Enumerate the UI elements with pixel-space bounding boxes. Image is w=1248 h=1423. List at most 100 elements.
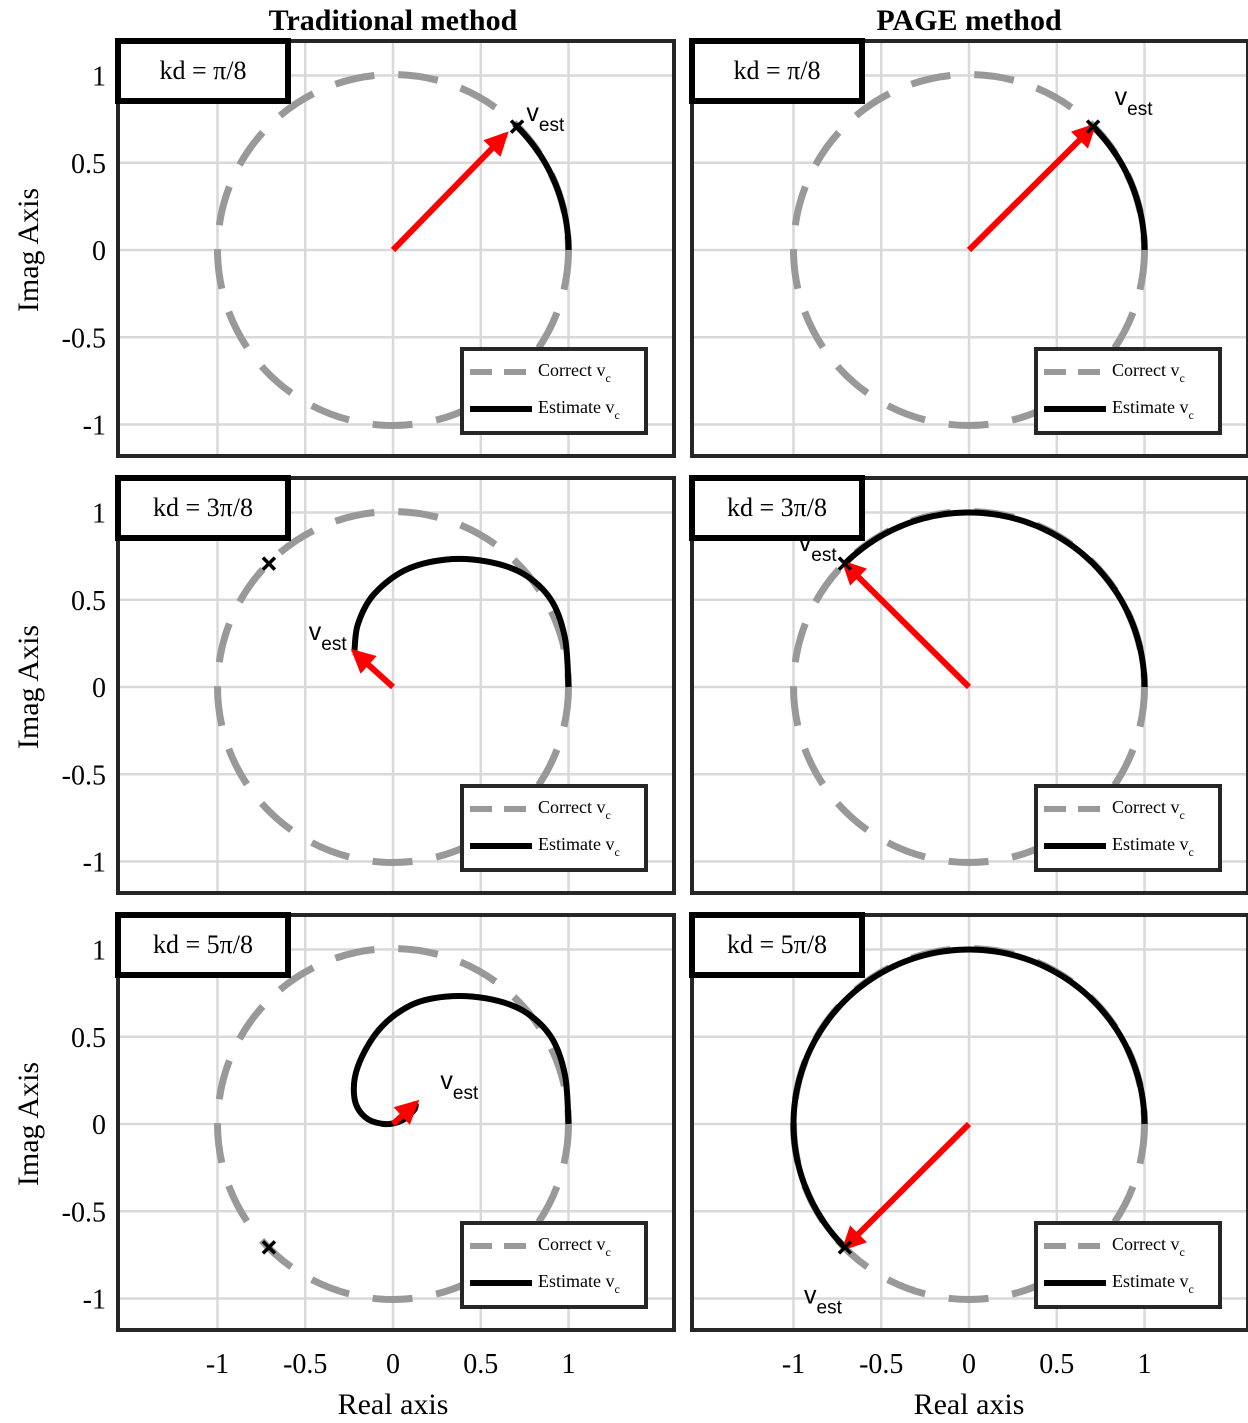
x-tick-label: 0.5 — [463, 1349, 498, 1380]
estimate-vc-curve — [842, 509, 1148, 688]
plot-area: vest — [214, 71, 572, 429]
x-tick-label: -1 — [206, 1349, 229, 1380]
kd-annotation-box — [115, 475, 291, 541]
estimate-vector-arrow — [390, 131, 509, 253]
xlabel-right: Real axis — [914, 1388, 1025, 1421]
vest-marker — [261, 1240, 277, 1255]
estimate-vector-arrow — [966, 123, 1097, 253]
y-tick-label: 0 — [92, 1110, 106, 1141]
ylabel-row-3: Imag Axis — [12, 1062, 45, 1186]
vest-marker — [509, 119, 525, 134]
vest-label: vest — [804, 1282, 843, 1319]
vest-marker — [837, 1240, 853, 1255]
y-tick-label: -1 — [83, 1285, 106, 1316]
y-tick-label: 0 — [92, 236, 106, 267]
kd-annotation-label: kd = 3π/8 — [727, 493, 827, 522]
estimate-vc-curve — [1090, 124, 1148, 251]
legend-box — [1034, 347, 1222, 435]
kd-annotation-box — [689, 475, 865, 541]
axes-frame — [116, 913, 676, 1332]
ylabel-row-2: Imag Axis — [12, 625, 45, 749]
estimate-vc-curve — [350, 993, 572, 1128]
estimate-vc-curve — [512, 122, 572, 251]
y-tick-label: 0.5 — [71, 1023, 106, 1054]
legend-box — [460, 784, 648, 872]
y-tick-label: -0.5 — [62, 760, 106, 791]
kd-annotation-box — [115, 38, 291, 104]
y-tick-label: -1 — [83, 848, 106, 879]
x-tick-label: -1 — [782, 1349, 805, 1380]
vest-marker — [1085, 119, 1101, 134]
grid-lines — [118, 478, 674, 893]
kd-annotation-box — [689, 912, 865, 978]
kd-annotation: kd = 3π/8 — [115, 475, 291, 541]
vest-label: vest — [1115, 83, 1154, 120]
x-tick-label: 0 — [962, 1349, 976, 1380]
estimate-vector-arrow — [390, 1099, 420, 1127]
axes-frame — [690, 476, 1248, 895]
vest-label: vest — [440, 1067, 479, 1104]
legend-box — [1034, 1221, 1222, 1309]
y-tick-label: 0.5 — [71, 586, 106, 617]
x-tick-label: -0.5 — [283, 1349, 327, 1380]
vest-marker — [837, 556, 853, 571]
kd-annotation-label: kd = 3π/8 — [153, 493, 253, 522]
estimate-vc-curve — [351, 555, 572, 688]
y-tick-label: 1 — [92, 62, 106, 93]
plot-area: vest — [790, 71, 1154, 429]
y-tick-label: -0.5 — [62, 1197, 106, 1228]
y-tick-label: 0 — [92, 673, 106, 704]
x-tick-label: 0 — [386, 1349, 400, 1380]
x-tick-label: 1 — [1138, 1349, 1152, 1380]
estimate-vc-curve — [790, 946, 1148, 1250]
estimate-vector-arrow — [841, 560, 972, 690]
kd-annotation: kd = 5π/8 — [689, 912, 865, 978]
kd-annotation: kd = π/8 — [689, 38, 865, 104]
xlabel-left: Real axis — [338, 1388, 449, 1421]
axes-frame — [690, 39, 1248, 458]
kd-annotation: kd = π/8 — [115, 38, 291, 104]
axes-frame — [116, 476, 676, 895]
kd-annotation-label: kd = 5π/8 — [153, 930, 253, 959]
estimate-vector-arrow — [841, 1121, 972, 1251]
vest-marker — [261, 556, 277, 571]
ylabel-row-1: Imag Axis — [12, 188, 45, 312]
legend-box — [1034, 784, 1222, 872]
x-tick-label: -0.5 — [859, 1349, 903, 1380]
y-tick-label: -1 — [83, 411, 106, 442]
y-tick-label: -0.5 — [62, 323, 106, 354]
column-title-page: PAGE method — [876, 4, 1062, 37]
kd-annotation: kd = 3π/8 — [689, 475, 865, 541]
plot-area: vest — [790, 508, 1148, 866]
legend-box — [460, 347, 648, 435]
y-tick-label: 0.5 — [71, 149, 106, 180]
kd-annotation-box — [115, 912, 291, 978]
column-title-traditional: Traditional method — [269, 4, 518, 37]
kd-annotation-label: kd = π/8 — [159, 56, 246, 85]
axes-frame — [116, 39, 676, 458]
kd-annotation-box — [689, 38, 865, 104]
kd-annotation-label: kd = π/8 — [733, 56, 820, 85]
legend-box — [460, 1221, 648, 1309]
vest-label: vest — [526, 99, 565, 136]
kd-annotation-label: kd = 5π/8 — [727, 930, 827, 959]
axes-frame — [690, 913, 1248, 1332]
kd-annotation: kd = 5π/8 — [115, 912, 291, 978]
x-tick-label: 0.5 — [1039, 1349, 1074, 1380]
x-tick-label: 1 — [562, 1349, 576, 1380]
y-tick-label: 1 — [92, 936, 106, 967]
estimate-vector-arrow — [350, 648, 396, 690]
vest-label: vest — [309, 618, 348, 655]
